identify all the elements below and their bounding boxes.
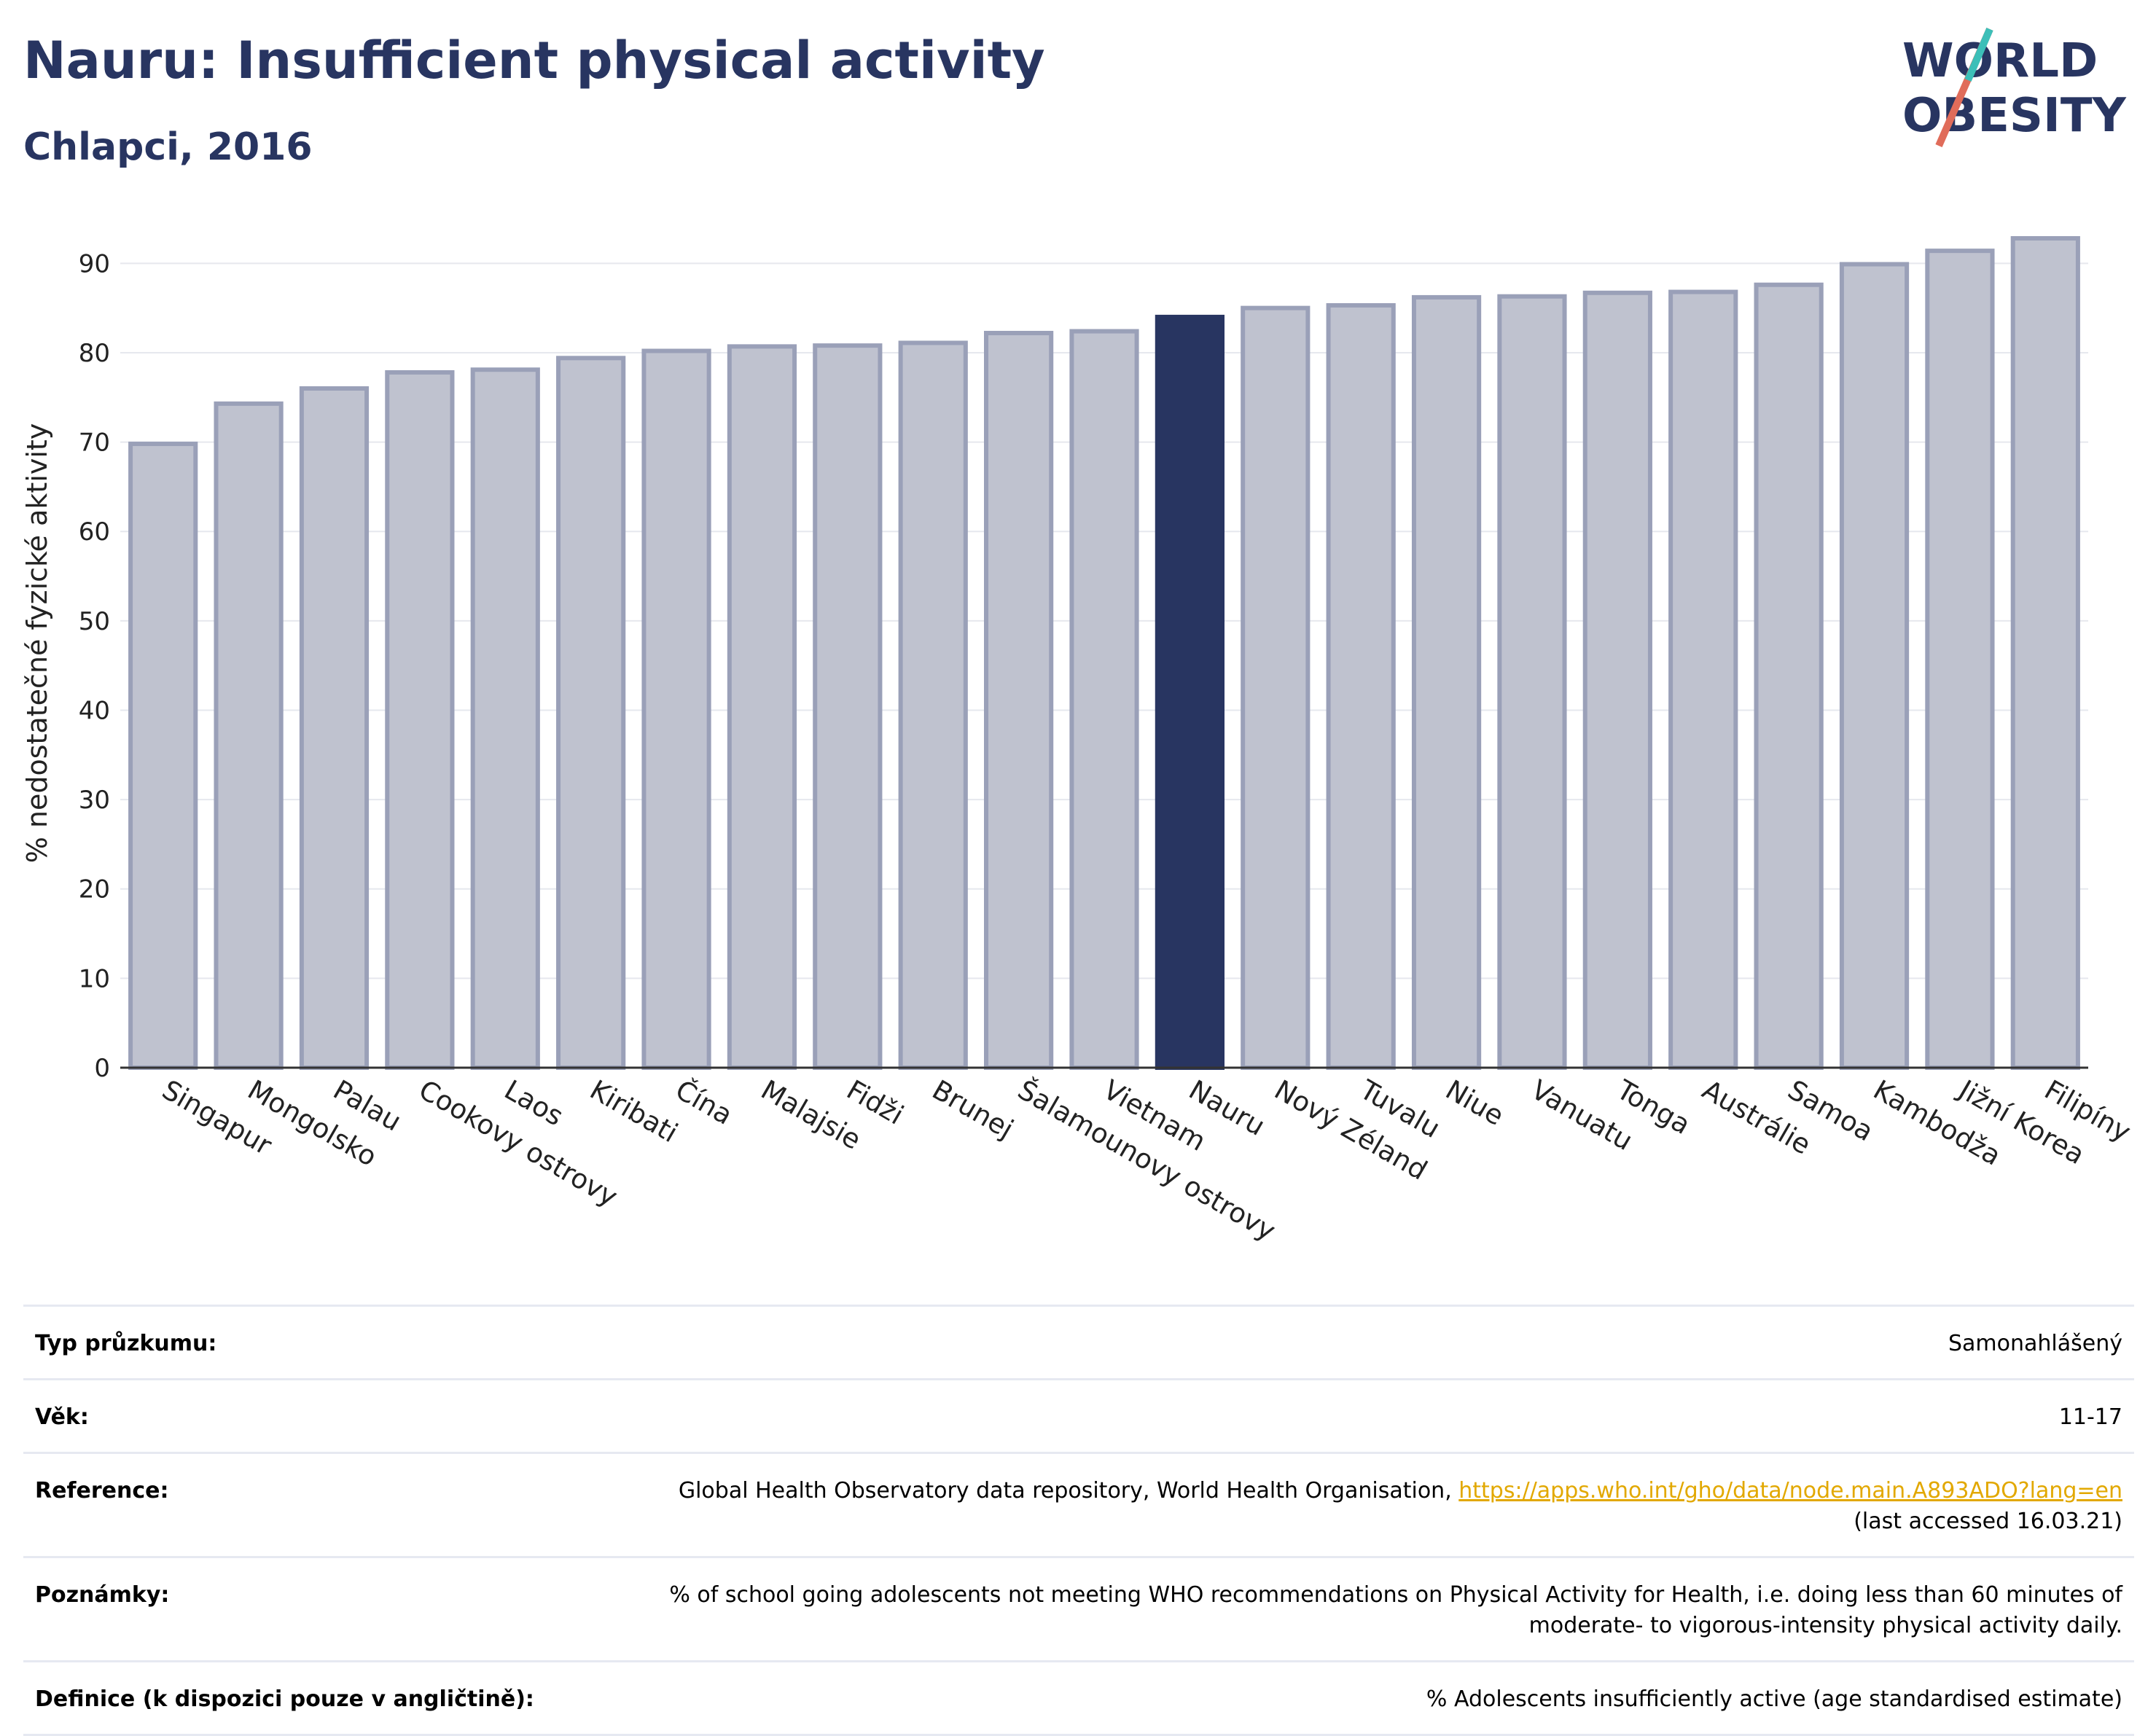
bar-filipíny	[2010, 235, 2080, 1070]
meta-label: Typ průzkumu:	[35, 1331, 217, 1356]
meta-label: Reference:	[35, 1478, 169, 1504]
y-tick-label: 80	[79, 339, 110, 368]
bar-brunej	[898, 340, 968, 1071]
y-tick-label: 20	[79, 875, 110, 904]
chart-subtitle: Chlapci, 2016	[23, 125, 313, 169]
logo-word-1: WORLD	[1902, 34, 2098, 88]
bar-niue	[1411, 294, 1482, 1071]
bar-mongolsko	[214, 401, 284, 1071]
logo-word-2: OBESITY	[1902, 89, 2126, 143]
y-tick-label: 90	[79, 249, 110, 278]
x-tick-label: Niue	[1440, 1074, 1509, 1132]
x-tick-label: Kiribati	[585, 1074, 683, 1149]
x-tick-label: Brunej	[927, 1074, 1019, 1146]
bar-šalamounovy-ostrovy	[984, 330, 1054, 1070]
bar-nový-zéland	[1241, 305, 1311, 1070]
bars-layer	[128, 235, 2080, 1071]
bar-laos	[470, 367, 540, 1070]
y-tick-label: 70	[79, 429, 110, 458]
bar-tonga	[1582, 290, 1652, 1071]
chart-title: Nauru: Insufficient physical activity	[23, 31, 1045, 90]
meta-row-survey-type: Typ průzkumu: Samonahlášený	[23, 1305, 2134, 1378]
meta-value: 11-17	[2058, 1404, 2122, 1430]
bar-fidži	[813, 343, 883, 1070]
logo-slash-teal	[1964, 28, 1993, 82]
bar-tuvalu	[1326, 302, 1396, 1070]
bar-malajsie	[727, 344, 797, 1070]
y-tick-label: 40	[79, 696, 110, 725]
reference-link[interactable]: https://apps.who.int/gho/data/node.main.…	[1458, 1478, 2122, 1504]
y-axis-title: % nedostatečné fyzické aktivity	[21, 423, 53, 864]
reference-text: Global Health Observatory data repositor…	[678, 1478, 1459, 1504]
meta-label: Definice (k dispozici pouze v angličtině…	[35, 1686, 534, 1712]
y-tick-label: 50	[79, 607, 110, 636]
y-tick-label: 0	[94, 1054, 110, 1083]
world-obesity-logo: WORLD OBESITY	[1902, 27, 2126, 148]
meta-row-reference: Reference: Global Health Observatory dat…	[23, 1452, 2134, 1556]
meta-label: Věk:	[35, 1404, 89, 1430]
bar-vanuatu	[1497, 294, 1567, 1071]
meta-row-notes: Poznámky: % of school going adolescents …	[23, 1556, 2134, 1660]
metadata-table: Typ průzkumu: Samonahlášený Věk: 11-17 R…	[23, 1305, 2134, 1736]
y-tick-label: 30	[79, 786, 110, 815]
bar-cookovy-ostrovy	[385, 370, 455, 1070]
bar-vietnam	[1069, 329, 1139, 1070]
bar-chart: 0102030405060708090SingapurMongolskoPala…	[21, 235, 2136, 1247]
meta-label: Poznámky:	[35, 1582, 170, 1608]
bar-kiribati	[556, 356, 626, 1071]
bar-čína	[641, 348, 711, 1070]
meta-row-definition: Definice (k dispozici pouze v angličtině…	[23, 1660, 2134, 1736]
bar-palau	[299, 386, 370, 1070]
meta-value: % of school going adolescents not meetin…	[669, 1582, 2122, 1638]
bar-jižní-korea	[1925, 249, 1995, 1071]
meta-value: % Adolescents insufficiently active (age…	[1426, 1686, 2122, 1712]
meta-value: Samonahlášený	[1948, 1331, 2122, 1356]
bar-kambodža	[1839, 262, 1910, 1070]
y-tick-label: 10	[79, 964, 110, 993]
bar-austrálie	[1668, 289, 1738, 1071]
reference-accessed: (last accessed 16.03.21)	[1854, 1509, 2122, 1534]
bar-nauru	[1155, 314, 1225, 1070]
meta-row-age: Věk: 11-17	[23, 1378, 2134, 1452]
y-tick-label: 60	[79, 517, 110, 547]
meta-value: Global Health Observatory data repositor…	[679, 1476, 2122, 1537]
bar-singapur	[128, 442, 198, 1071]
bar-samoa	[1754, 282, 1824, 1071]
